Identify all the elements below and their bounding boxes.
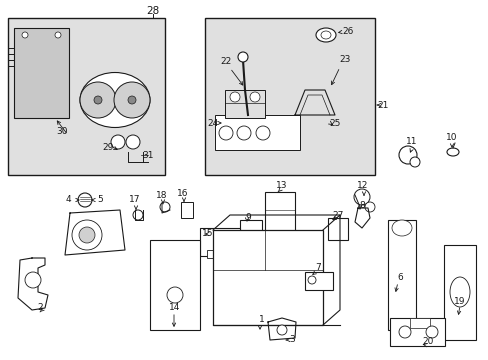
Text: 6: 6	[396, 274, 402, 283]
Text: 25: 25	[328, 118, 340, 127]
Ellipse shape	[79, 227, 95, 243]
Bar	[200, 228, 240, 256]
Ellipse shape	[126, 135, 140, 149]
Ellipse shape	[276, 325, 286, 335]
Ellipse shape	[133, 210, 142, 220]
Text: 18: 18	[156, 192, 167, 201]
Text: 14: 14	[169, 303, 181, 312]
Ellipse shape	[238, 52, 247, 62]
Bar	[8, 18, 164, 175]
Ellipse shape	[128, 96, 136, 104]
Bar	[181, 202, 193, 218]
Bar	[150, 240, 200, 330]
Bar	[305, 272, 332, 290]
Ellipse shape	[25, 272, 41, 288]
Ellipse shape	[364, 202, 374, 212]
Text: 24: 24	[207, 118, 218, 127]
Ellipse shape	[78, 193, 92, 207]
Ellipse shape	[114, 82, 150, 118]
Text: 10: 10	[446, 134, 457, 143]
Ellipse shape	[249, 92, 260, 102]
Ellipse shape	[449, 277, 469, 307]
Ellipse shape	[160, 202, 170, 212]
Ellipse shape	[398, 146, 416, 164]
Ellipse shape	[398, 326, 410, 338]
Bar	[264, 192, 294, 232]
Bar	[206, 250, 219, 258]
Ellipse shape	[167, 287, 183, 303]
Text: 16: 16	[177, 189, 188, 198]
Text: 31: 31	[142, 150, 153, 159]
Text: 28: 28	[146, 6, 159, 16]
Bar	[443, 245, 475, 340]
Text: 30: 30	[56, 127, 68, 136]
Ellipse shape	[391, 220, 411, 236]
Text: 8: 8	[358, 201, 364, 210]
Text: 19: 19	[453, 297, 465, 306]
Text: 17: 17	[129, 195, 141, 204]
Bar	[409, 318, 429, 328]
Ellipse shape	[80, 82, 116, 118]
Text: 26: 26	[342, 27, 353, 36]
Text: 13: 13	[276, 181, 287, 190]
Bar	[240, 220, 262, 255]
Bar	[213, 230, 323, 325]
Bar	[215, 115, 299, 150]
Bar	[389, 318, 444, 346]
Ellipse shape	[72, 220, 102, 250]
Text: 23: 23	[339, 55, 350, 64]
Text: 2: 2	[37, 303, 43, 312]
Text: 12: 12	[357, 181, 368, 190]
Ellipse shape	[80, 72, 150, 127]
Ellipse shape	[22, 32, 28, 38]
Text: 9: 9	[244, 212, 250, 221]
Text: 27: 27	[332, 211, 343, 220]
Text: 3: 3	[288, 336, 294, 345]
Ellipse shape	[237, 126, 250, 140]
Bar	[224, 90, 264, 118]
Ellipse shape	[353, 189, 369, 205]
Text: 5: 5	[97, 195, 102, 204]
Text: 29: 29	[102, 144, 113, 153]
Text: 15: 15	[201, 230, 213, 238]
Text: 22: 22	[220, 58, 231, 67]
Ellipse shape	[315, 28, 335, 42]
Ellipse shape	[219, 126, 232, 140]
Text: 4: 4	[65, 195, 71, 204]
Ellipse shape	[425, 326, 437, 338]
Bar	[14, 28, 69, 118]
Ellipse shape	[446, 148, 458, 156]
Ellipse shape	[256, 126, 269, 140]
Text: 21: 21	[377, 100, 388, 109]
Bar	[204, 18, 374, 175]
Ellipse shape	[409, 157, 419, 167]
Text: 11: 11	[406, 138, 417, 147]
Text: 20: 20	[422, 338, 433, 346]
Ellipse shape	[94, 96, 102, 104]
Ellipse shape	[111, 135, 125, 149]
Bar	[387, 220, 415, 330]
Text: 1: 1	[259, 315, 264, 324]
Ellipse shape	[307, 276, 315, 284]
Ellipse shape	[55, 32, 61, 38]
Bar	[327, 218, 347, 240]
Text: 7: 7	[314, 264, 320, 273]
Ellipse shape	[320, 31, 330, 39]
Ellipse shape	[229, 92, 240, 102]
